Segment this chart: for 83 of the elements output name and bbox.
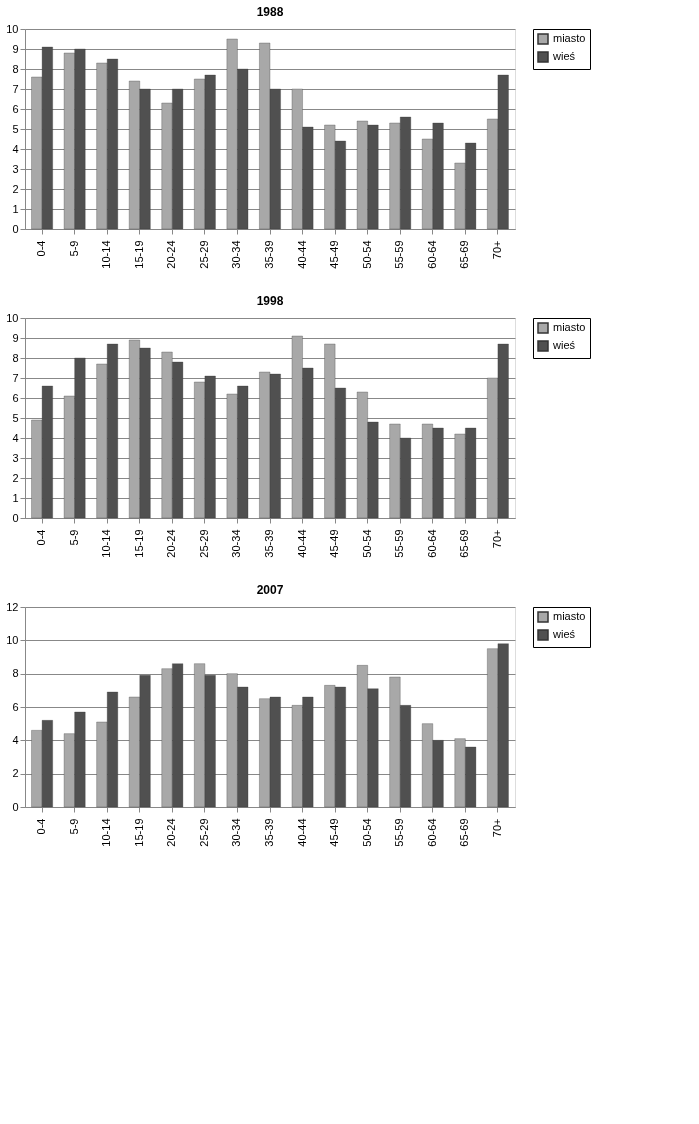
x-tick-label: 60-64 [425,529,438,558]
x-tick-label: 55-59 [393,818,406,847]
x-tick-label: 15-19 [132,818,145,847]
y-tick-label: 0 [12,800,19,813]
x-tick-label: 65-69 [458,240,471,269]
x-tick-label: 20-24 [165,818,178,847]
y-tick-label: 10 [6,633,19,646]
legend-label: wieś [552,628,576,640]
y-tick-label: 10 [6,311,19,324]
x-tick-label: 5-9 [67,240,80,257]
x-tick-label: 70+ [490,240,503,260]
y-tick-label: 12 [6,600,19,613]
y-tick-label: 0 [12,222,19,235]
y-tick-label: 8 [12,351,19,364]
x-tick-label: 40-44 [295,240,308,269]
x-tick-label: 35-39 [263,240,275,269]
y-tick-label: 7 [12,82,19,95]
y-tick-label: 1 [12,491,19,504]
x-tick-label: 25-29 [197,529,210,558]
x-tick-label: 70+ [490,818,503,838]
x-tick-label: 20-24 [165,529,178,558]
legend-label: wieś [552,339,576,351]
x-tick-label: 10-14 [100,240,113,269]
chart-title: 1988 [256,5,284,19]
y-tick-label: 3 [12,451,19,464]
x-tick-label: 30-34 [230,529,243,558]
y-tick-label: 2 [12,182,19,195]
x-tick-label: 30-34 [230,240,243,269]
legend-label: miasto [553,610,586,622]
y-tick-label: 6 [12,700,19,713]
x-tick-label: 0-4 [35,818,48,835]
y-tick-label: 9 [12,331,19,344]
legend-label: miasto [553,321,586,333]
x-tick-label: 50-54 [360,529,373,558]
y-tick-label: 6 [12,102,19,115]
y-tick-label: 3 [12,162,19,175]
y-tick-label: 8 [12,62,19,75]
x-tick-label: 65-69 [458,529,471,558]
x-tick-label: 0-4 [35,529,48,546]
x-tick-label: 35-39 [263,529,275,558]
x-tick-label: 60-64 [425,240,438,269]
legend-label: wieś [552,50,576,62]
y-tick-label: 8 [12,667,19,680]
x-tick-label: 60-64 [425,818,438,847]
legend-label: miasto [553,32,586,44]
y-tick-label: 7 [12,371,19,384]
x-tick-label: 15-19 [132,529,145,558]
x-tick-label: 25-29 [197,818,210,847]
y-tick-label: 4 [12,733,19,746]
x-tick-label: 25-29 [197,240,210,269]
y-tick-label: 0 [12,511,19,524]
y-tick-label: 9 [12,42,19,55]
x-tick-label: 70+ [490,529,503,549]
x-tick-label: 10-14 [100,818,113,847]
x-tick-label: 30-34 [230,818,243,847]
x-tick-label: 5-9 [67,529,80,546]
x-tick-label: 65-69 [458,818,471,847]
x-tick-label: 50-54 [360,240,373,269]
x-tick-label: 50-54 [360,818,373,847]
x-tick-label: 10-14 [100,529,113,558]
y-tick-label: 5 [12,122,19,135]
chart-title: 2007 [256,583,284,597]
x-tick-label: 45-49 [328,529,341,558]
x-tick-label: 5-9 [67,818,80,835]
y-tick-label: 2 [12,767,19,780]
x-tick-label: 15-19 [132,240,145,269]
x-tick-label: 55-59 [393,240,406,269]
x-tick-label: 35-39 [263,818,275,847]
x-tick-label: 55-59 [393,529,406,558]
y-tick-label: 4 [12,431,19,444]
x-tick-label: 45-49 [328,818,341,847]
x-tick-label: 20-24 [165,240,178,269]
y-tick-label: 6 [12,391,19,404]
y-tick-label: 2 [12,471,19,484]
x-tick-label: 0-4 [35,240,48,257]
chart-title: 1998 [256,294,284,308]
y-tick-label: 5 [12,411,19,424]
y-tick-label: 10 [6,22,19,35]
x-tick-label: 40-44 [295,529,308,558]
x-tick-label: 45-49 [328,240,341,269]
x-tick-label: 40-44 [295,818,308,847]
y-tick-label: 4 [12,142,19,155]
y-tick-label: 1 [12,202,19,215]
